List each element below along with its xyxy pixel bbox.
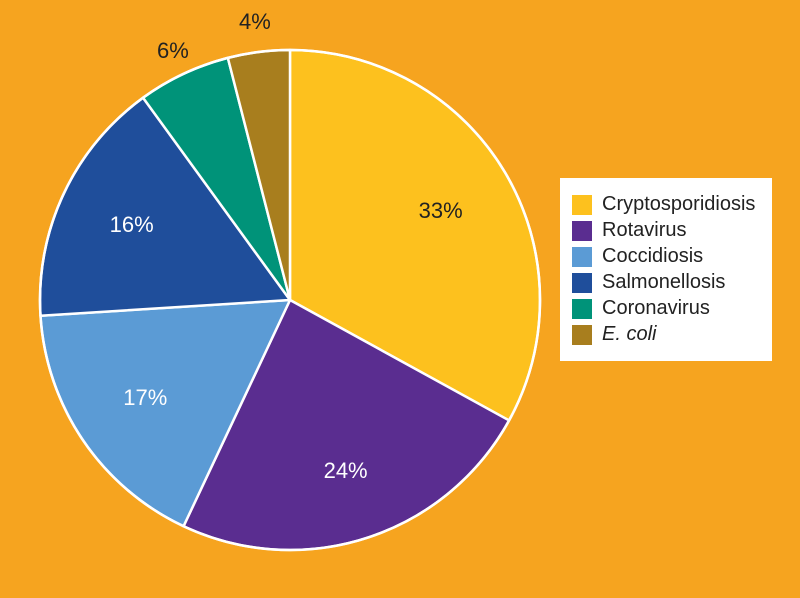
legend-item: Coronavirus [572,297,758,320]
legend-label: Coccidiosis [602,245,703,268]
legend-swatch [572,195,592,215]
pie-slice-label: 24% [324,458,368,484]
legend-label: E. coli [602,323,656,346]
legend-item: Salmonellosis [572,271,758,294]
legend-item: E. coli [572,323,758,346]
legend-swatch [572,299,592,319]
legend-item: Cryptosporidiosis [572,193,758,216]
pie-slice-label: 6% [157,38,189,64]
legend-swatch [572,273,592,293]
legend-item: Rotavirus [572,219,758,242]
legend-swatch [572,247,592,267]
legend-label: Cryptosporidiosis [602,193,755,216]
chart-canvas: Cryptosporidiosis Rotavirus Coccidiosis Sal… [0,0,800,598]
legend-label: Salmonellosis [602,271,725,294]
pie-slice-label: 17% [123,385,167,411]
legend-swatch [572,221,592,241]
legend-label: Rotavirus [602,219,686,242]
legend-item: Coccidiosis [572,245,758,268]
legend-swatch [572,325,592,345]
legend: Cryptosporidiosis Rotavirus Coccidiosis Sal… [560,178,772,361]
pie-slice-label: 16% [110,212,154,238]
pie-slice-label: 4% [239,9,271,35]
pie-slice-label: 33% [419,198,463,224]
legend-label: Coronavirus [602,297,710,320]
